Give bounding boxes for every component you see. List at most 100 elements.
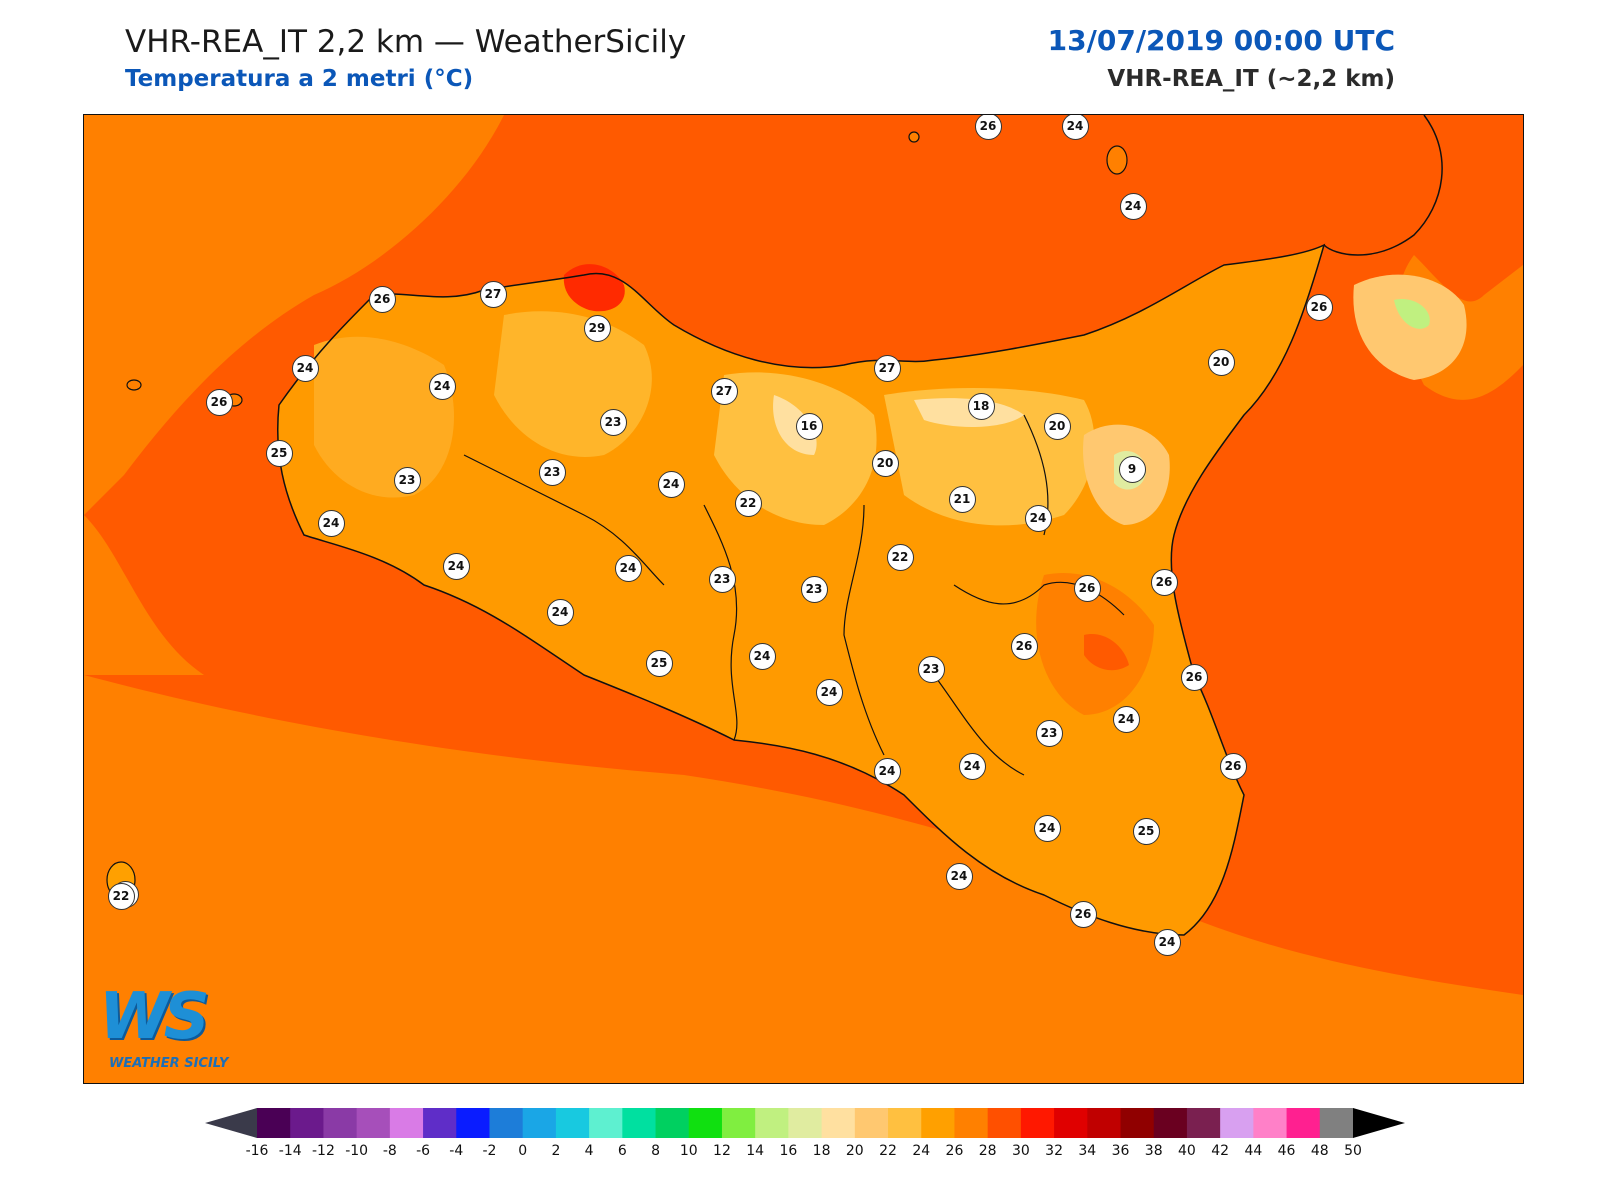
colorbar-tick-label: 4 <box>584 1143 594 1159</box>
province-border <box>953 581 1125 616</box>
colorbar-segment <box>290 1108 324 1138</box>
colorbar-segment <box>1286 1108 1321 1138</box>
colorbar-tick-label: 48 <box>1310 1143 1329 1159</box>
temperature-colorbar <box>205 1108 1405 1138</box>
station-value: 24 <box>291 354 319 382</box>
colorbar-tick-label: 10 <box>679 1143 698 1159</box>
station-value: 27 <box>873 354 901 382</box>
colorbar-tick-label: -10 <box>345 1143 369 1159</box>
station-value: 24 <box>958 752 986 780</box>
station-value: 24 <box>428 372 456 400</box>
logo-mark: WS <box>99 980 210 1054</box>
colorbar-svg <box>205 1108 1405 1138</box>
colorbar-segment <box>1120 1108 1155 1138</box>
station-value: 23 <box>599 408 627 436</box>
station-value: 24 <box>546 598 574 626</box>
colorbar-segment <box>1253 1108 1288 1138</box>
aspromonte-area <box>1353 274 1467 380</box>
colorbar-segment <box>788 1108 823 1138</box>
colorbar-segment <box>389 1108 424 1138</box>
station-value: 29 <box>583 314 611 342</box>
station-value: 26 <box>1180 663 1208 691</box>
station-value: 25 <box>265 439 293 467</box>
province-border <box>933 674 1025 776</box>
colorbar-tick-label: 38 <box>1144 1143 1163 1159</box>
station-value: 26 <box>1150 568 1178 596</box>
chart-title: VHR-REA_IT 2,2 km — WeatherSicily <box>125 24 687 60</box>
colorbar-tick-label: 0 <box>518 1143 528 1159</box>
province-border <box>463 454 665 586</box>
station-value: 24 <box>317 509 345 537</box>
station-value: 24 <box>1024 504 1052 532</box>
station-value: 9 <box>1118 455 1146 483</box>
temperature-field <box>84 115 1523 1083</box>
temperature-map: 26 24 24 26 27 26 29 27 24 24 26 22 20 27 23 16 18 20 25 23… <box>83 114 1524 1084</box>
colorbar-tick-label: 18 <box>812 1143 831 1159</box>
colorbar-segment <box>688 1108 723 1138</box>
ustica-island <box>908 131 920 143</box>
station-value: 26 <box>1305 293 1333 321</box>
colorbar-tick-label: 34 <box>1078 1143 1097 1159</box>
colorbar-segment <box>821 1108 856 1138</box>
colorbar-tick-label: 30 <box>1011 1143 1030 1159</box>
colorbar-segment <box>921 1108 955 1138</box>
catania-hot-spot <box>1084 634 1129 671</box>
station-value: 24 <box>614 554 642 582</box>
colorbar-tick-label: -14 <box>278 1143 302 1159</box>
station-value: 18 <box>967 392 995 420</box>
colorbar-segment <box>323 1108 358 1138</box>
colorbar-segment <box>1220 1108 1254 1138</box>
colorbar-segment <box>622 1108 657 1138</box>
colorbar-tick-label: 6 <box>617 1143 627 1159</box>
station-value: 24 <box>1033 814 1061 842</box>
station-value: 20 <box>1043 412 1071 440</box>
colorbar-tick-label: 32 <box>1045 1143 1063 1159</box>
colorbar-under-arrow <box>205 1108 257 1138</box>
colorbar-segment <box>854 1108 889 1138</box>
station-value: 24 <box>748 642 776 670</box>
colorbar-tick-label: -12 <box>311 1143 335 1159</box>
station-value: 26 <box>974 115 1002 140</box>
colorbar-segment <box>755 1108 789 1138</box>
station-value: 27 <box>479 280 507 308</box>
station-value: 26 <box>205 388 233 416</box>
west-highlands <box>314 336 454 498</box>
station-value: 20 <box>1207 348 1235 376</box>
colorbar-tick-label: 2 <box>551 1143 561 1159</box>
colorbar-segment <box>655 1108 690 1138</box>
province-border <box>703 504 738 741</box>
colorbar-tick-label: 20 <box>845 1143 864 1159</box>
station-value: 27 <box>710 377 738 405</box>
station-value: 22 <box>107 882 135 910</box>
colorbar-segment <box>1054 1108 1088 1138</box>
sea-northwest-area <box>84 115 504 515</box>
colorbar-segment <box>721 1108 756 1138</box>
colorbar-segment <box>589 1108 623 1138</box>
station-value: 24 <box>442 552 470 580</box>
colorbar-tick-label: 44 <box>1244 1143 1263 1159</box>
colorbar-segment <box>1087 1108 1122 1138</box>
logo-text: WEATHER SICILY <box>109 1056 229 1071</box>
colorbar-tick-label: -16 <box>245 1143 269 1159</box>
station-value: 24 <box>657 470 685 498</box>
station-value: 23 <box>538 458 566 486</box>
madonie-peak <box>773 395 817 455</box>
station-value: 22 <box>886 543 914 571</box>
colorbar-segment <box>1319 1108 1354 1138</box>
station-value: 23 <box>800 575 828 603</box>
colorbar-segment <box>489 1108 524 1138</box>
colorbar-segment <box>1020 1108 1055 1138</box>
colorbar-tick-label: 36 <box>1111 1143 1130 1159</box>
egadi-island <box>126 379 142 391</box>
station-value: 24 <box>1153 928 1181 956</box>
colorbar-segment <box>522 1108 557 1138</box>
colorbar-tick-label: -8 <box>382 1143 397 1159</box>
station-value: 24 <box>1061 115 1089 140</box>
province-border <box>843 504 885 756</box>
station-value: 26 <box>368 285 396 313</box>
forecast-datetime: 13/07/2019 00:00 UTC <box>1047 24 1395 57</box>
station-value: 23 <box>1035 719 1063 747</box>
sea-west-area <box>84 515 204 675</box>
colorbar-segment <box>456 1108 490 1138</box>
colorbar-tick-label: 42 <box>1211 1143 1230 1159</box>
